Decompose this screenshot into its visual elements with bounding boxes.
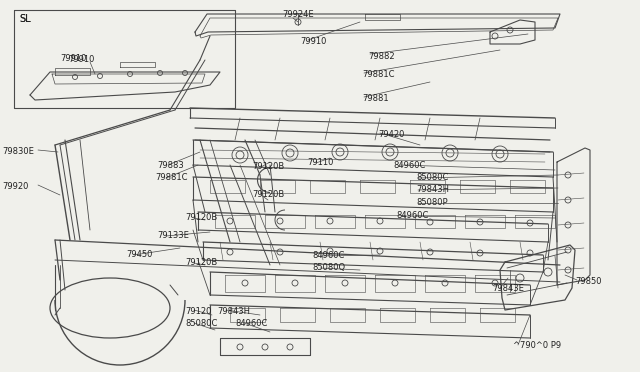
- Text: 85080Q: 85080Q: [312, 263, 345, 272]
- Text: 85080C: 85080C: [416, 173, 449, 182]
- Text: 79881C: 79881C: [362, 70, 394, 79]
- Text: 79450: 79450: [126, 250, 152, 259]
- Text: 79133E: 79133E: [157, 231, 189, 240]
- Text: 79110: 79110: [307, 158, 333, 167]
- Text: 79910: 79910: [60, 54, 86, 63]
- Text: 79120B: 79120B: [252, 190, 284, 199]
- Text: 79920: 79920: [2, 182, 28, 191]
- Text: 79881C: 79881C: [155, 173, 188, 182]
- Text: 79843H: 79843H: [217, 307, 250, 316]
- Text: ^790^0 P9: ^790^0 P9: [513, 341, 561, 350]
- Text: SL: SL: [19, 14, 31, 24]
- Text: 79883: 79883: [157, 161, 184, 170]
- Text: 79120B: 79120B: [252, 162, 284, 171]
- Text: 85080C: 85080C: [185, 319, 218, 328]
- Text: 79120B: 79120B: [185, 213, 217, 222]
- Text: 79120: 79120: [185, 307, 211, 316]
- Text: 79120B: 79120B: [185, 258, 217, 267]
- Text: 79843H: 79843H: [416, 185, 449, 194]
- Text: 79924E: 79924E: [282, 10, 314, 19]
- Text: 79882: 79882: [368, 52, 395, 61]
- Text: 85080P: 85080P: [416, 198, 447, 207]
- Text: 84960C: 84960C: [396, 211, 428, 220]
- Text: 79830E: 79830E: [2, 147, 34, 156]
- Text: 79850: 79850: [575, 277, 602, 286]
- Text: 84960C: 84960C: [235, 319, 268, 328]
- Text: 79881: 79881: [362, 94, 388, 103]
- Text: 79843E: 79843E: [492, 284, 524, 293]
- Text: 79420: 79420: [378, 130, 404, 139]
- Text: 84960C: 84960C: [312, 251, 344, 260]
- Text: SL: SL: [19, 14, 31, 24]
- Text: 79910: 79910: [68, 55, 94, 64]
- Text: 79910: 79910: [300, 37, 326, 46]
- Text: 84960C: 84960C: [393, 161, 426, 170]
